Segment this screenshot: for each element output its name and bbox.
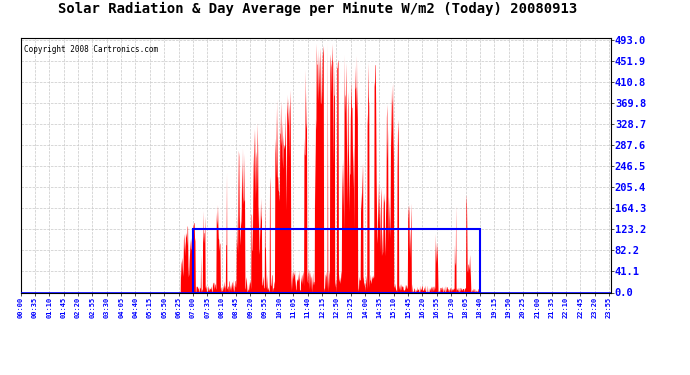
Bar <box>193 230 480 292</box>
Text: Copyright 2008 Cartronics.com: Copyright 2008 Cartronics.com <box>23 45 158 54</box>
Text: Solar Radiation & Day Average per Minute W/m2 (Today) 20080913: Solar Radiation & Day Average per Minute… <box>58 2 577 16</box>
